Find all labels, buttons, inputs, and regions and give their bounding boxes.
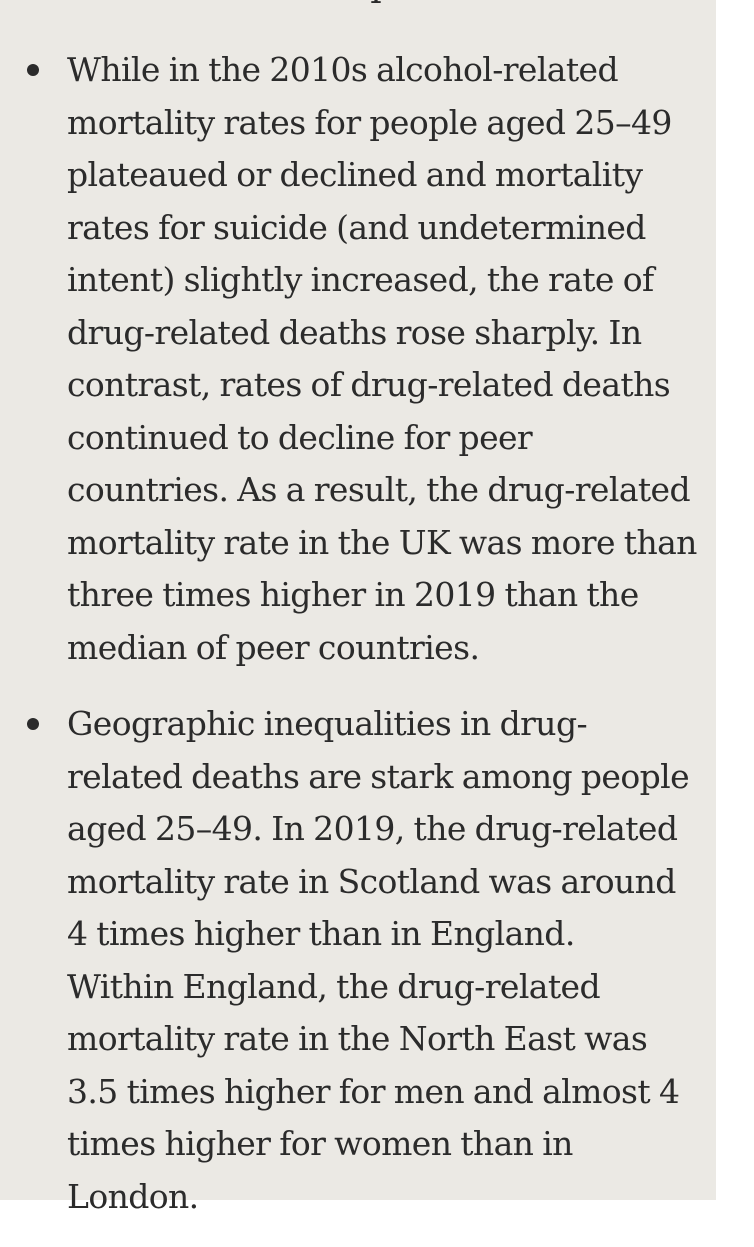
text-line: intent) slightly increased, the rate of xyxy=(67,260,654,299)
text-line: Geographic inequalities in drug- xyxy=(67,704,588,743)
text-line: 4 times higher than in England. xyxy=(67,914,575,953)
text-line: London. xyxy=(67,1176,199,1216)
list-item: Geographic inequalities in drug- related… xyxy=(0,698,716,1223)
text-line: times higher for women than in xyxy=(67,1124,573,1163)
text-line: mortality rate in Scotland was around xyxy=(67,861,676,901)
document-panel: ı While in the 2010s alcohol-related mor… xyxy=(0,0,716,1216)
text-line: mortality rate in the North East was xyxy=(67,1019,648,1058)
text-line: aged 25–49. In 2019, the drug-related xyxy=(67,809,678,848)
text-line: continued to decline for peer xyxy=(67,417,533,457)
text-line: rates for suicide (and undetermined xyxy=(67,207,646,247)
text-line: plateaued or declined and mortality xyxy=(67,155,643,194)
text-line: related deaths are stark among people xyxy=(67,756,690,796)
text-line: countries. As a result, the drug-related xyxy=(67,470,691,509)
text-line: drug-related deaths rose sharply. In xyxy=(67,312,642,352)
bullet-icon xyxy=(27,64,39,76)
bullet-list: While in the 2010s alcohol-related morta… xyxy=(0,44,716,1247)
list-item: While in the 2010s alcohol-related morta… xyxy=(0,44,716,674)
clipped-text-fragment: ı xyxy=(370,0,382,10)
text-line: Within England, the drug-related xyxy=(67,966,601,1006)
text-line: While in the 2010s alcohol-related xyxy=(67,50,619,89)
text-line: 3.5 times higher for men and almost 4 xyxy=(67,1071,680,1111)
text-line: contrast, rates of drug-related deaths xyxy=(67,365,671,404)
text-line: mortality rates for people aged 25–49 xyxy=(67,102,672,142)
text-line: three times higher in 2019 than the xyxy=(67,575,639,614)
text-line: mortality rate in the UK was more than xyxy=(67,522,697,562)
bullet-icon xyxy=(27,718,39,730)
text-line: median of peer countries. xyxy=(67,627,480,667)
